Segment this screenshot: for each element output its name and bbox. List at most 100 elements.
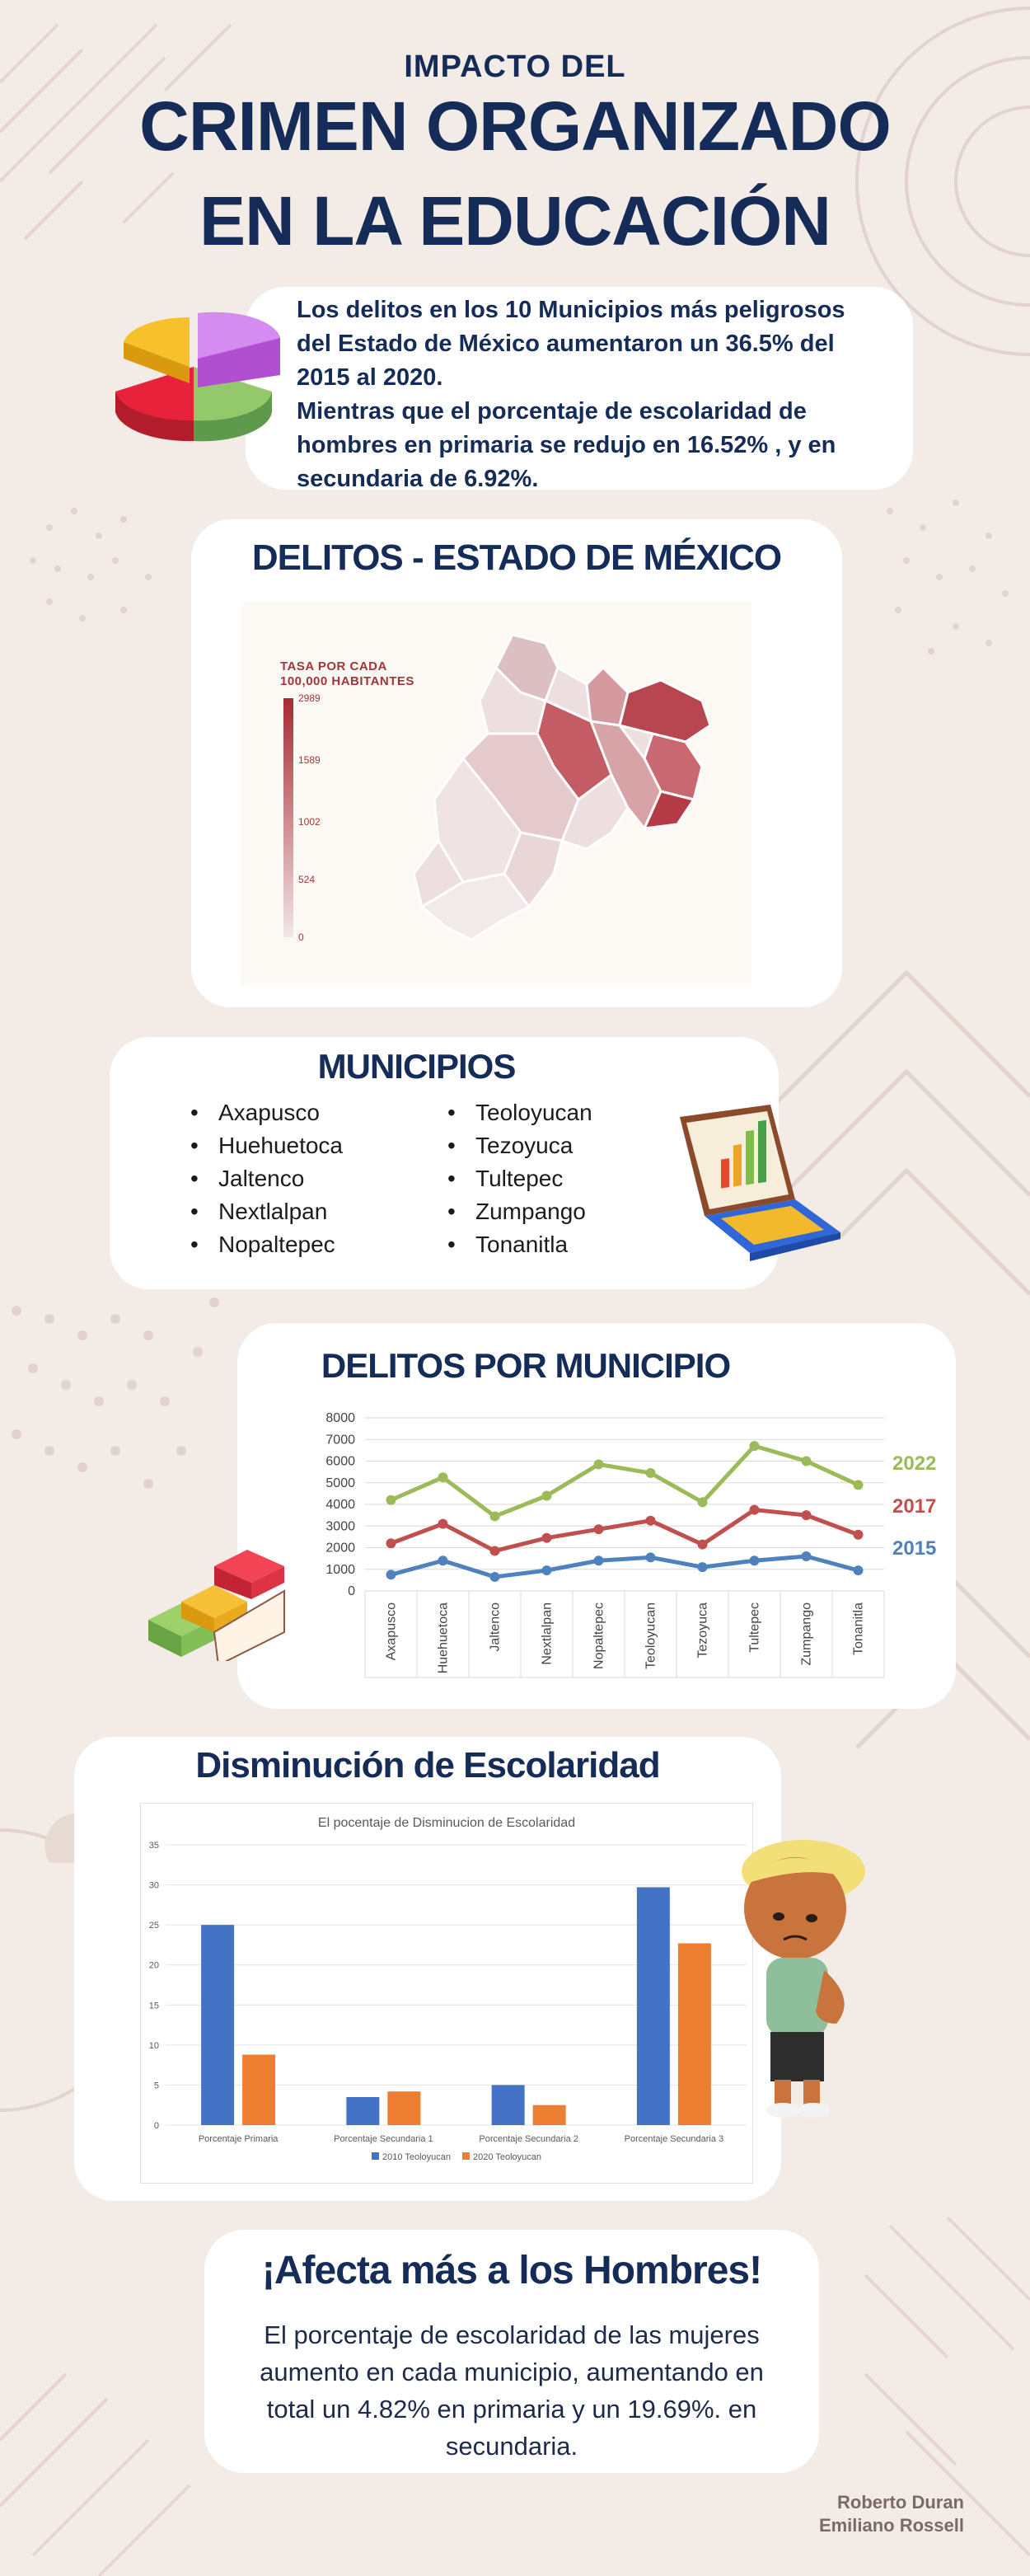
data-point — [489, 1571, 500, 1582]
data-point — [541, 1565, 552, 1576]
list-item: Axapusco — [190, 1096, 421, 1129]
diagonal-lines-bottom — [0, 2216, 1030, 2576]
list-item: Nopaltepec — [190, 1228, 421, 1261]
x-tick-label: Porcentaje Secundaria 3 — [625, 2134, 723, 2144]
data-point — [697, 1539, 708, 1550]
data-point — [749, 1555, 760, 1566]
list-item: Huehuetoca — [190, 1129, 421, 1162]
list-item: Tultepec — [447, 1162, 678, 1195]
diagonal-lines-top-left — [0, 23, 232, 241]
y-tick-label: 4000 — [325, 1498, 355, 1512]
sad-kid-character — [742, 1840, 865, 2118]
list-item: Jaltenco — [190, 1162, 421, 1195]
x-tick-label: Porcentaje Secundaria 1 — [334, 2134, 433, 2144]
series-label: 2017 — [892, 1495, 936, 1518]
data-point — [438, 1518, 448, 1529]
author-2: Emiliano Rossell — [818, 2515, 964, 2536]
list-item: Teoloyucan — [447, 1096, 678, 1129]
data-point — [853, 1565, 864, 1576]
map-legend-tick: 1589 — [298, 754, 321, 766]
bar — [532, 2104, 566, 2125]
data-point — [438, 1472, 448, 1483]
bar-chart-title: El pocentaje de Disminucion de Escolarid… — [318, 1816, 575, 1830]
data-point — [386, 1494, 396, 1505]
estado-de-mexico-map — [414, 635, 712, 941]
x-tick-label: Nopaltepec — [592, 1602, 606, 1669]
x-tick-label: Jaltenco — [489, 1602, 503, 1652]
dots-pattern — [12, 500, 1009, 1489]
bar-chart-section-title: Disminución de Escolaridad — [195, 1745, 660, 1785]
data-point — [489, 1511, 500, 1522]
y-tick-label: 35 — [149, 1841, 159, 1851]
bar — [677, 1943, 711, 2125]
municipios-title: MUNICIPIOS — [317, 1047, 517, 1086]
title-line-1: IMPACTO DEL — [404, 49, 626, 84]
data-point — [489, 1546, 500, 1556]
map-legend-tick: 2989 — [298, 692, 321, 704]
concentric-circles-top-right — [855, 7, 1030, 356]
data-point — [697, 1497, 708, 1508]
data-point — [593, 1524, 604, 1535]
map-legend-title-line-1: TASA POR CADA — [280, 659, 387, 673]
y-tick-label: 5 — [154, 2081, 159, 2090]
legend-swatch — [462, 2152, 470, 2160]
map-legend-title-line-2: 100,000 HABITANTES — [280, 674, 414, 688]
x-tick-label: Porcentaje Primaria — [199, 2134, 279, 2144]
bar — [636, 1887, 670, 2125]
data-point — [593, 1459, 604, 1470]
y-tick-label: 25 — [149, 1921, 159, 1931]
conclusion-title: ¡Afecta más a los Hombres! — [261, 2249, 762, 2292]
data-point — [593, 1555, 604, 1566]
municipios-list-right: Teoloyucan Tezoyuca Tultepec Zumpango To… — [447, 1096, 678, 1261]
conclusion-text: El porcentaje de escolaridad de las muje… — [260, 2320, 764, 2461]
x-tick-label: Tultepec — [748, 1602, 762, 1653]
bar-chart-frame: El pocentaje de Disminucion de Escolarid… — [140, 1803, 753, 2184]
y-tick-label: 30 — [149, 1881, 159, 1891]
municipios-card: MUNICIPIOS Axapusco Huehuetoca Jaltenco … — [110, 1037, 779, 1289]
y-tick-label: 5000 — [325, 1476, 355, 1490]
y-tick-label: 2000 — [325, 1541, 355, 1555]
bar — [491, 2085, 525, 2125]
data-point — [386, 1570, 396, 1580]
data-point — [645, 1515, 656, 1526]
map-legend-title: TASA POR CADA 100,000 HABITANTES — [280, 659, 414, 689]
y-tick-label: 20 — [149, 1961, 159, 1971]
title-line-3: EN LA EDUCACIÓN — [199, 182, 831, 260]
list-item: Tonanitla — [447, 1228, 678, 1261]
y-tick-label: 0 — [154, 2121, 159, 2131]
intro-paragraph-2: Mientras que el porcentaje de escolarida… — [297, 398, 836, 492]
map-legend-color-scale — [283, 698, 293, 937]
intro-card: Los delitos en los 10 Municipios más pel… — [246, 287, 913, 492]
y-tick-label: 3000 — [325, 1519, 355, 1533]
conclusion-card: ¡Afecta más a los Hombres! El porcentaje… — [204, 2230, 819, 2473]
bar-chart: El pocentaje de Disminucion de Escolarid… — [149, 1816, 747, 2162]
data-point — [749, 1504, 760, 1515]
data-point — [697, 1562, 708, 1573]
bar — [346, 2097, 380, 2125]
data-point — [853, 1480, 864, 1490]
y-tick-label: 6000 — [325, 1455, 355, 1469]
x-tick-label: Tezoyuca — [696, 1602, 710, 1659]
data-point — [438, 1555, 448, 1566]
x-tick-label: Zumpango — [800, 1602, 814, 1666]
authors: Roberto Duran Emiliano Rossell — [783, 2491, 964, 2537]
data-point — [749, 1441, 760, 1452]
map-figure: TASA POR CADA 100,000 HABITANTES 2989 15… — [241, 602, 751, 985]
bar — [242, 2054, 276, 2125]
intro-text: Los delitos en los 10 Municipios más pel… — [297, 293, 873, 496]
map-legend-tick: 524 — [298, 874, 316, 885]
y-tick-label: 10 — [149, 2041, 159, 2051]
data-point — [386, 1538, 396, 1549]
data-point — [801, 1456, 812, 1466]
municipios-list-left: Axapusco Huehuetoca Jaltenco Nextlalpan … — [190, 1096, 421, 1261]
line-chart-title: DELITOS POR MUNICIPIO — [321, 1346, 731, 1385]
series-label: 2022 — [892, 1452, 936, 1475]
bar — [201, 1925, 235, 2125]
y-tick-label: 1000 — [325, 1563, 355, 1577]
x-tick-label: Huehuetoca — [437, 1602, 451, 1673]
laptop-chart-icon — [680, 1105, 840, 1261]
y-tick-label: 8000 — [325, 1411, 355, 1425]
data-point — [801, 1510, 812, 1521]
map-card: DELITOS - ESTADO DE MÉXICO TASA POR CADA… — [191, 519, 842, 1007]
series-label: 2015 — [892, 1537, 936, 1560]
